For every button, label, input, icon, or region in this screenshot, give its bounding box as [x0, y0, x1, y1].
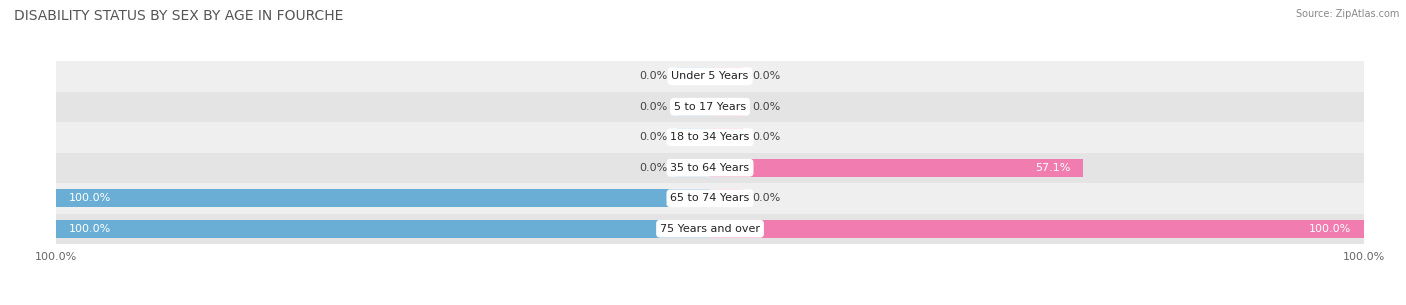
- Bar: [710, 98, 742, 116]
- Legend: Male, Female: Male, Female: [648, 301, 772, 305]
- Text: 0.0%: 0.0%: [752, 193, 780, 203]
- Text: 57.1%: 57.1%: [1035, 163, 1070, 173]
- Bar: [710, 159, 1084, 177]
- Bar: [710, 67, 742, 85]
- Text: 0.0%: 0.0%: [752, 132, 780, 142]
- Text: 100.0%: 100.0%: [1309, 224, 1351, 234]
- Bar: [678, 98, 710, 116]
- Text: 65 to 74 Years: 65 to 74 Years: [671, 193, 749, 203]
- Text: 75 Years and over: 75 Years and over: [659, 224, 761, 234]
- Bar: [56, 61, 1364, 92]
- Text: 18 to 34 Years: 18 to 34 Years: [671, 132, 749, 142]
- Text: 0.0%: 0.0%: [640, 163, 668, 173]
- Bar: [56, 189, 710, 207]
- Text: 0.0%: 0.0%: [752, 71, 780, 81]
- Bar: [56, 220, 710, 238]
- Text: Under 5 Years: Under 5 Years: [672, 71, 748, 81]
- Text: 100.0%: 100.0%: [69, 193, 111, 203]
- Text: 0.0%: 0.0%: [640, 102, 668, 112]
- Text: DISABILITY STATUS BY SEX BY AGE IN FOURCHE: DISABILITY STATUS BY SEX BY AGE IN FOURC…: [14, 9, 343, 23]
- Text: Source: ZipAtlas.com: Source: ZipAtlas.com: [1295, 9, 1399, 19]
- Bar: [678, 159, 710, 177]
- Bar: [56, 214, 1364, 244]
- Bar: [56, 92, 1364, 122]
- Bar: [56, 183, 1364, 214]
- Text: 0.0%: 0.0%: [640, 132, 668, 142]
- Bar: [678, 67, 710, 85]
- Bar: [678, 128, 710, 146]
- Bar: [56, 122, 1364, 152]
- Text: 100.0%: 100.0%: [69, 224, 111, 234]
- Bar: [710, 128, 742, 146]
- Text: 0.0%: 0.0%: [752, 102, 780, 112]
- Bar: [56, 152, 1364, 183]
- Text: 35 to 64 Years: 35 to 64 Years: [671, 163, 749, 173]
- Bar: [710, 220, 1364, 238]
- Text: 0.0%: 0.0%: [640, 71, 668, 81]
- Text: 5 to 17 Years: 5 to 17 Years: [673, 102, 747, 112]
- Bar: [710, 189, 742, 207]
